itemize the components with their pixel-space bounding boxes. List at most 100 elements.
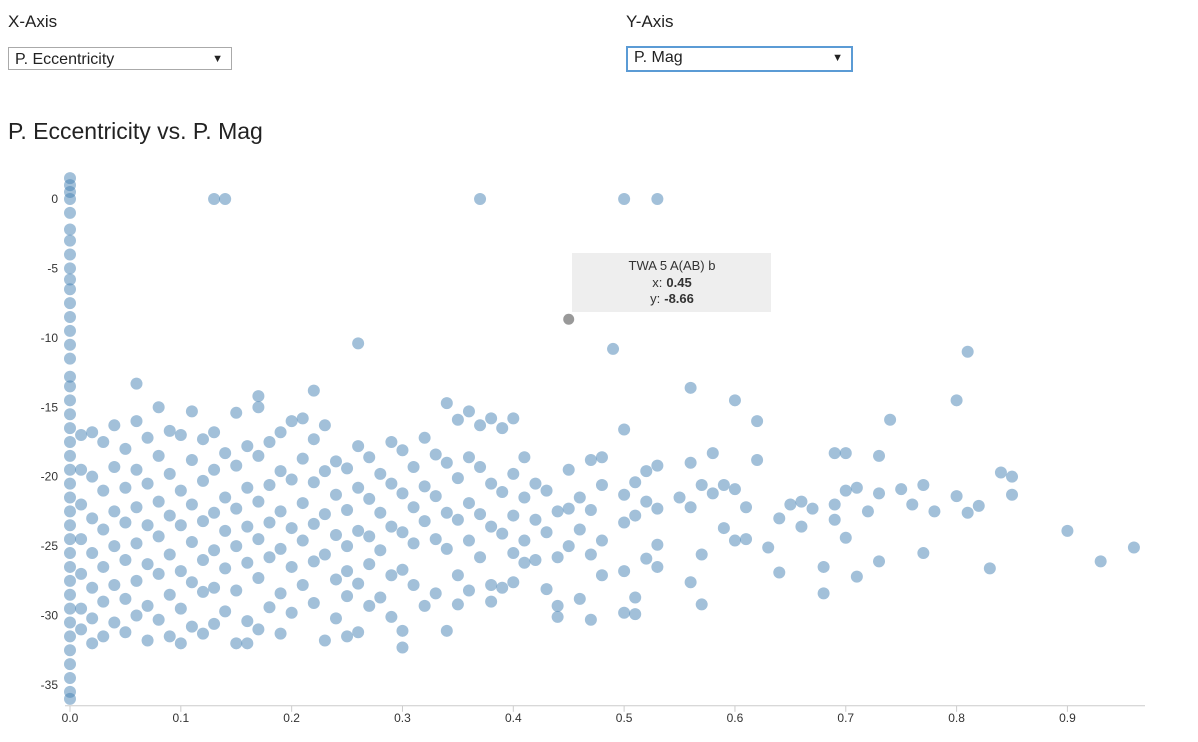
- data-point: [341, 462, 354, 475]
- data-point: [241, 637, 254, 650]
- data-point: [706, 447, 719, 460]
- data-point: [418, 431, 431, 444]
- data-point: [108, 540, 121, 553]
- data-point: [374, 591, 387, 604]
- data-point: [728, 394, 741, 407]
- data-point: [396, 641, 409, 654]
- data-point: [185, 535, 198, 548]
- data-point: [385, 520, 398, 533]
- data-point: [64, 602, 76, 615]
- data-point: [917, 547, 930, 560]
- data-point: [274, 627, 287, 640]
- data-point: [64, 370, 76, 383]
- data-point: [86, 426, 99, 439]
- data-point: [994, 466, 1007, 479]
- data-point: [196, 433, 209, 446]
- data-point: [850, 481, 863, 494]
- tooltip-x-value: 0.45: [666, 275, 691, 290]
- data-point: [873, 449, 886, 462]
- data-point: [307, 597, 320, 610]
- y-axis-label: Y-Axis: [626, 12, 674, 31]
- data-point: [285, 606, 298, 619]
- data-point: [64, 435, 76, 448]
- data-point: [230, 540, 243, 553]
- data-point: [751, 454, 764, 467]
- data-point: [529, 554, 542, 566]
- data-point: [307, 384, 320, 397]
- data-point: [64, 463, 76, 476]
- data-point: [795, 495, 808, 508]
- data-point: [640, 465, 653, 478]
- data-point: [451, 569, 464, 582]
- data-point: [584, 548, 597, 561]
- selected-option: P. Eccentricity: [15, 51, 115, 68]
- data-point: [318, 465, 331, 478]
- data-point: [152, 613, 165, 626]
- data-point: [241, 440, 254, 453]
- data-point: [429, 587, 442, 600]
- data-point: [97, 630, 110, 643]
- data-point: [208, 463, 221, 476]
- data-point: [64, 560, 76, 573]
- data-point: [817, 560, 830, 573]
- data-point: [196, 627, 209, 640]
- data-point: [496, 422, 509, 435]
- x-axis-select[interactable]: P. Eccentricity ▼: [8, 47, 232, 70]
- data-point: [573, 523, 586, 536]
- data-point: [695, 548, 708, 561]
- data-point: [263, 516, 276, 529]
- data-point: [185, 405, 198, 418]
- data-point: [474, 419, 487, 432]
- data-point: [640, 495, 653, 508]
- data-point: [972, 499, 985, 512]
- data-point: [174, 429, 187, 442]
- data-point: [396, 624, 409, 637]
- x-tick-label: 0.3: [394, 711, 411, 725]
- data-point: [595, 479, 608, 492]
- selected-option: P. Mag: [634, 49, 683, 66]
- data-point: [263, 479, 276, 492]
- data-point: [329, 529, 342, 542]
- data-point: [740, 501, 753, 514]
- data-point: [485, 412, 498, 425]
- data-point: [496, 527, 509, 540]
- data-point: [1006, 470, 1019, 483]
- data-point: [141, 477, 154, 490]
- data-point: [64, 672, 76, 685]
- data-point: [307, 433, 320, 446]
- data-point: [507, 467, 520, 480]
- data-point: [219, 491, 232, 504]
- data-point: [163, 588, 176, 601]
- data-point: [784, 498, 797, 511]
- y-tick-label: -35: [41, 678, 59, 692]
- data-point: [396, 487, 409, 500]
- data-point: [296, 452, 309, 465]
- data-point: [418, 480, 431, 493]
- data-point: [828, 447, 841, 460]
- data-point: [407, 537, 420, 550]
- data-point: [230, 459, 243, 472]
- data-point: [839, 531, 852, 544]
- data-point: [684, 501, 697, 514]
- data-point: [385, 569, 398, 582]
- data-point: [64, 505, 76, 518]
- data-point: [861, 505, 874, 518]
- dropdown-arrow: ▼: [832, 52, 843, 64]
- data-point: [717, 522, 730, 535]
- data-point: [341, 504, 354, 517]
- data-point: [496, 581, 509, 594]
- data-point: [130, 609, 143, 622]
- data-point: [64, 692, 76, 705]
- data-point: [285, 415, 298, 428]
- y-axis-select[interactable]: P. Mag ▼: [626, 46, 853, 72]
- data-point: [119, 481, 132, 494]
- data-point: [462, 405, 475, 418]
- data-point: [86, 470, 99, 483]
- data-point: [363, 492, 376, 505]
- data-point: [64, 192, 76, 205]
- data-point: [673, 491, 686, 504]
- data-point: [64, 519, 76, 532]
- data-point: [64, 533, 76, 546]
- data-point: [296, 497, 309, 510]
- data-point: [396, 563, 409, 576]
